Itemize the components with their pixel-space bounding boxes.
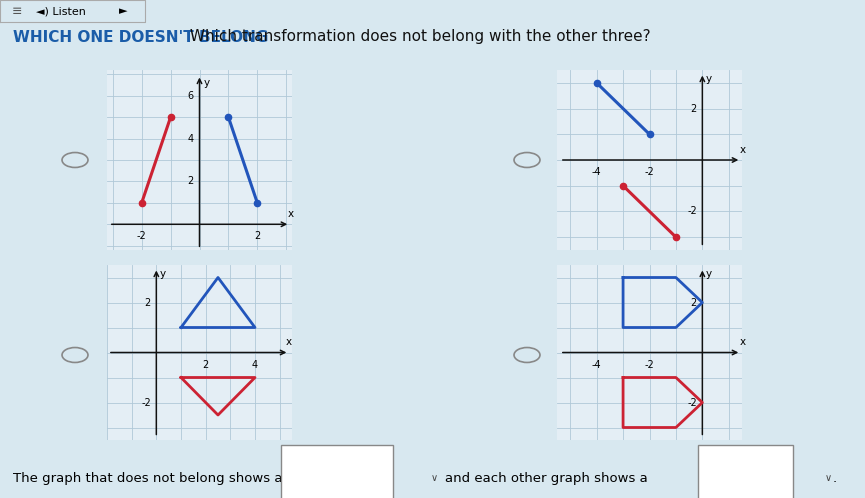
Text: ≡: ≡ <box>11 4 22 17</box>
Text: 4: 4 <box>188 133 194 143</box>
Text: ∨: ∨ <box>824 473 831 483</box>
Text: 2: 2 <box>144 297 151 307</box>
Text: 2: 2 <box>254 232 260 242</box>
Text: y: y <box>706 75 712 85</box>
Text: ►: ► <box>119 6 127 16</box>
Text: x: x <box>287 209 293 219</box>
Text: x: x <box>285 337 292 347</box>
Text: 4: 4 <box>252 360 258 370</box>
Text: WHICH ONE DOESN'T BELONG: WHICH ONE DOESN'T BELONG <box>13 29 268 44</box>
Text: 2: 2 <box>690 104 697 114</box>
Text: y: y <box>706 269 712 279</box>
Text: ∨: ∨ <box>431 473 438 483</box>
Text: y: y <box>203 78 209 88</box>
Text: The graph that does not belong shows a: The graph that does not belong shows a <box>13 472 283 485</box>
Text: -2: -2 <box>687 397 697 407</box>
Text: and each other graph shows a: and each other graph shows a <box>445 472 648 485</box>
Text: .: . <box>833 472 837 485</box>
Text: 2: 2 <box>690 297 697 307</box>
Text: 2: 2 <box>202 360 208 370</box>
Text: x: x <box>740 144 746 154</box>
Text: x: x <box>740 337 746 347</box>
Text: -2: -2 <box>687 207 697 217</box>
Text: -4: -4 <box>592 360 601 370</box>
Text: 6: 6 <box>188 91 194 101</box>
Text: -2: -2 <box>137 232 146 242</box>
Text: Which transformation does not belong with the other three?: Which transformation does not belong wit… <box>185 29 650 44</box>
Text: y: y <box>160 269 166 279</box>
Text: -2: -2 <box>644 167 655 177</box>
Text: -2: -2 <box>644 360 655 370</box>
Text: ◄) Listen: ◄) Listen <box>36 6 86 16</box>
Text: 2: 2 <box>188 176 194 186</box>
Text: -2: -2 <box>141 397 151 407</box>
Text: -4: -4 <box>592 167 601 177</box>
